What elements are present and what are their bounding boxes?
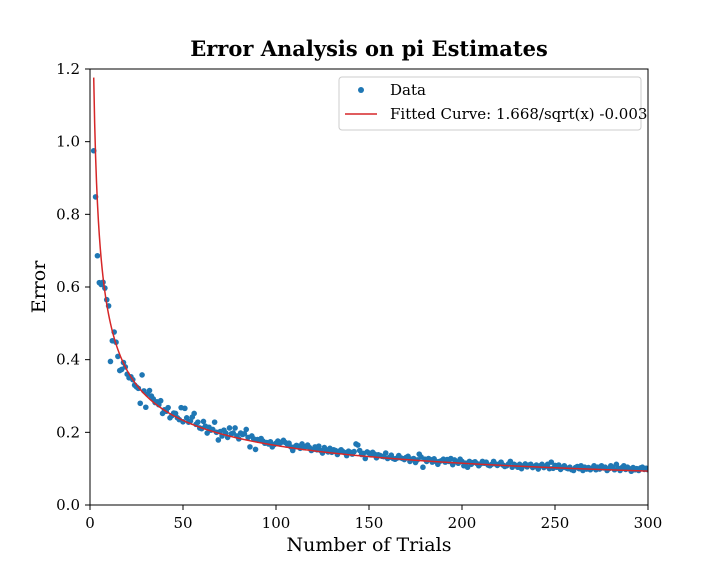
x-tick-label: 300 [634, 514, 663, 532]
y-tick-label: 1.2 [56, 60, 80, 78]
data-point [247, 444, 253, 450]
legend-box [338, 76, 642, 131]
data-point [243, 426, 250, 433]
y-tick-label: 0.2 [56, 423, 80, 441]
x-axis: 0 50 100 150 200 250 300 [85, 505, 662, 532]
data-point [94, 252, 101, 259]
data-point [107, 358, 114, 365]
data-point [252, 446, 259, 453]
data-point [157, 397, 164, 404]
y-tick-label: 0.4 [56, 351, 80, 369]
data-point [146, 387, 153, 394]
chart-title: Error Analysis on pi Estimates [190, 36, 548, 61]
data-point [315, 443, 322, 449]
fitted-curve-line [92, 77, 648, 472]
y-axis: 0.0 0.2 0.4 0.6 0.8 1.0 1.2 [56, 60, 90, 514]
data-point [191, 410, 197, 417]
legend: Data Fitted Curve: 1.668/sqrt(x) -0.003 [338, 76, 647, 131]
data-point [139, 372, 145, 378]
y-tick-label: 1.0 [56, 133, 80, 151]
legend-marker-data [358, 87, 364, 93]
data-point [420, 464, 426, 471]
y-tick-label: 0.6 [56, 278, 80, 296]
y-tick-label: 0.8 [56, 205, 80, 223]
data-point [195, 419, 201, 425]
plot-series [90, 77, 648, 475]
x-tick-label: 100 [262, 514, 291, 532]
x-axis-label: Number of Trials [287, 534, 452, 556]
legend-label-data: Data [390, 81, 426, 99]
x-tick-label: 150 [355, 514, 384, 532]
x-tick-label: 50 [173, 514, 192, 532]
data-point [215, 437, 222, 443]
data-point [382, 450, 389, 456]
data-point [241, 430, 248, 437]
data-point [137, 400, 144, 407]
y-axis-label: Error [28, 260, 50, 313]
data-point [165, 404, 171, 411]
x-tick-label: 200 [448, 514, 477, 532]
data-point [183, 415, 190, 421]
data-point [200, 418, 207, 425]
data-point [548, 459, 555, 465]
plot-area [90, 77, 648, 475]
data-point [143, 404, 149, 411]
data-point [211, 419, 218, 425]
legend-label-fit: Fitted Curve: 1.668/sqrt(x) -0.003 [390, 105, 647, 123]
data-point [226, 425, 233, 431]
data-point [355, 442, 361, 448]
data-point [182, 405, 188, 412]
x-tick-label: 250 [541, 514, 570, 532]
y-tick-label: 0.0 [56, 496, 80, 514]
x-tick-label: 0 [85, 514, 95, 532]
data-point [172, 410, 179, 417]
plot-frame [89, 68, 649, 506]
data-point [351, 448, 357, 455]
data-point [232, 425, 238, 431]
